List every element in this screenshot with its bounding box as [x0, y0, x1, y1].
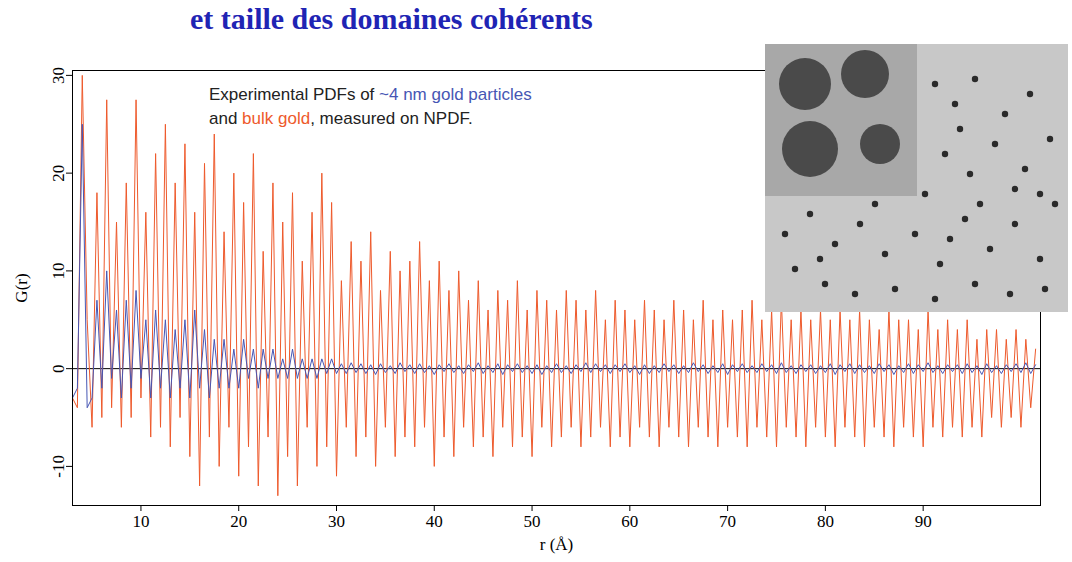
svg-text:90: 90	[915, 512, 932, 531]
html-text:Experimental PDFs of ~4 nm gol: Experimental PDFs of ~4 nm gold particle…	[209, 85, 532, 104]
svg-text:r (Å): r (Å)	[540, 535, 574, 554]
svg-text:-10: -10	[49, 455, 68, 478]
svg-text:30: 30	[328, 512, 345, 531]
svg-text:10: 10	[49, 262, 68, 279]
svg-text:20: 20	[230, 512, 247, 531]
svg-text:0: 0	[49, 364, 68, 373]
svg-text:70: 70	[719, 512, 736, 531]
svg-text:60: 60	[621, 512, 638, 531]
svg-text:30: 30	[49, 67, 68, 84]
svg-text:80: 80	[817, 512, 834, 531]
svg-text:G(r): G(r)	[12, 273, 31, 302]
html-text:and bulk gold, measured on NPD: and bulk gold, measured on NPDF.	[209, 109, 473, 128]
html-text:et taille des domaines cohéren: et taille des domaines cohérents	[190, 2, 593, 35]
svg-text:40: 40	[426, 512, 443, 531]
svg-text:50: 50	[524, 512, 541, 531]
svg-text:20: 20	[49, 165, 68, 182]
svg-text:10: 10	[132, 512, 149, 531]
